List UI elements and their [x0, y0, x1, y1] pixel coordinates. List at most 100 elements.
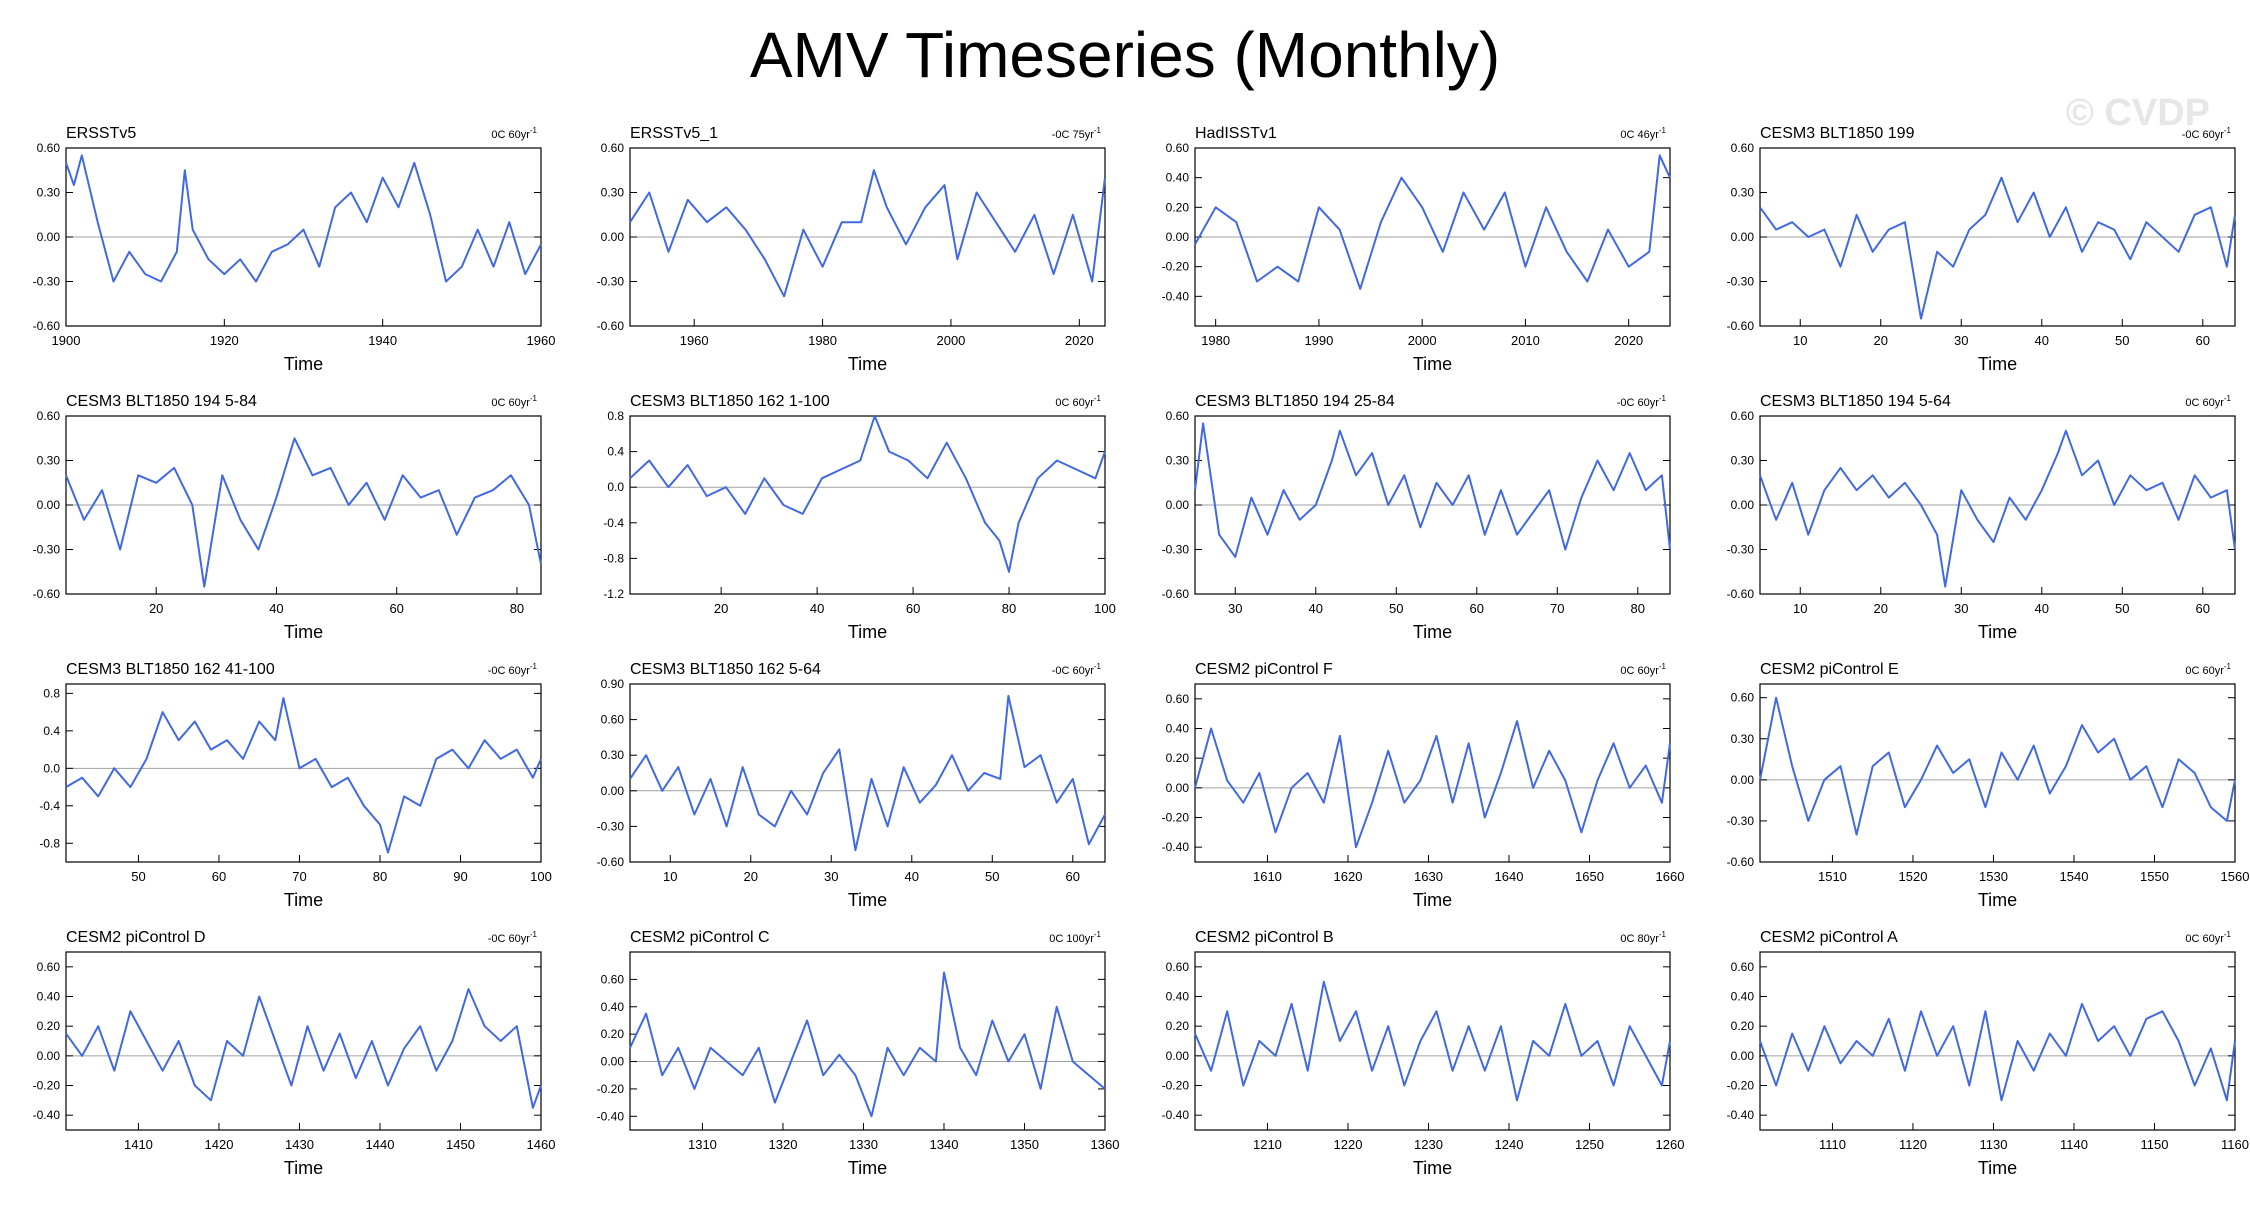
x-tick-label: 40 [2035, 601, 2049, 616]
series-line [1759, 696, 2236, 836]
plot-frame [65, 951, 542, 1131]
y-tick-label: -0.8 [603, 551, 624, 565]
x-axis-label: Time [1413, 622, 1452, 642]
y-tick-label: -0.60 [597, 319, 625, 333]
y-tick-label: 0.60 [1731, 141, 1755, 155]
y-tick-label: 0.60 [1731, 409, 1755, 423]
chart-panel-15: CESM2 piControl B 0C 80yr-1 -0.40 -0.20 0.00… [1162, 929, 1685, 1178]
x-tick-label: 1330 [849, 1137, 878, 1152]
chart-title: ERSSTv5_1 [630, 125, 718, 142]
y-tick-label: -0.20 [1162, 1079, 1190, 1093]
x-tick-label: 40 [269, 601, 283, 616]
series-line [1194, 422, 1671, 558]
chart-panel-2: ERSSTv5_1 -0C 75yr-1 -0.60 -0.30 0.00 0.30 0.6… [597, 125, 1106, 374]
chart-panel-9: CESM3 BLT1850 162 41-100 -0C 60yr-1 -0.8 -0… [39, 661, 552, 910]
y-tick-label: 0.90 [601, 677, 625, 691]
y-tick-label: 0.60 [601, 141, 625, 155]
y-tick-label: 0.00 [37, 230, 61, 244]
y-tick-label: -0.30 [33, 543, 61, 557]
x-tick-label: 1540 [2060, 869, 2089, 884]
y-tick-label: -0.40 [597, 1109, 625, 1123]
trend-label-superscript: -1 [1094, 662, 1102, 671]
x-tick-label: 80 [373, 869, 387, 884]
chart-panel-8: CESM3 BLT1850 194 5-64 0C 60yr-1 -0.60 -0.3… [1727, 393, 2236, 642]
y-tick-label: -0.60 [1727, 319, 1755, 333]
y-tick-label: 0.20 [1731, 1019, 1755, 1033]
x-tick-label: 50 [131, 869, 145, 884]
y-tick-label: 0.00 [1731, 498, 1755, 512]
x-tick-label: 70 [292, 869, 306, 884]
y-tick-label: -0.60 [1727, 855, 1755, 869]
x-tick-label: 40 [2035, 333, 2049, 348]
y-tick-label: 0.60 [1166, 141, 1190, 155]
y-tick-label: -0.40 [1162, 840, 1190, 854]
x-tick-label: 1620 [1334, 869, 1363, 884]
x-axis-label: Time [1978, 354, 2017, 374]
y-tick-label: -0.60 [1162, 587, 1190, 601]
y-tick-label: 0.40 [1166, 722, 1190, 736]
y-tick-label: 0.4 [607, 445, 624, 459]
y-tick-label: 0.00 [1166, 781, 1190, 795]
x-tick-label: 1230 [1414, 1137, 1443, 1152]
x-tick-label: 20 [744, 869, 758, 884]
x-tick-label: 60 [1066, 869, 1080, 884]
x-tick-label: 40 [810, 601, 824, 616]
x-tick-label: 50 [2115, 601, 2129, 616]
x-tick-label: 40 [1309, 601, 1323, 616]
x-tick-label: 1900 [52, 333, 81, 348]
y-tick-label: 0.00 [1166, 230, 1190, 244]
x-tick-label: 2000 [936, 333, 965, 348]
chart-title: CESM2 piControl F [1195, 661, 1333, 678]
chart-title: ERSSTv5 [66, 125, 136, 142]
y-tick-label: 0.00 [1166, 1049, 1190, 1063]
trend-label: -0C 75yr-1 [1052, 126, 1102, 141]
x-tick-label: 50 [2115, 333, 2129, 348]
y-tick-label: -0.20 [1727, 1079, 1755, 1093]
x-axis-label: Time [1413, 1158, 1452, 1178]
x-tick-label: 1520 [1899, 869, 1928, 884]
y-tick-label: -0.40 [1162, 1108, 1190, 1122]
chart-panel-3: HadISSTv1 0C 46yr-1 -0.40 -0.20 0.00 0.20 0.40… [1162, 125, 1671, 374]
y-tick-label: -0.20 [1162, 811, 1190, 825]
trend-label-superscript: -1 [2224, 126, 2232, 135]
y-tick-label: -0.30 [1727, 814, 1755, 828]
watermark: © CVDP [2065, 92, 2210, 134]
x-tick-label: 1120 [1899, 1137, 1927, 1152]
x-tick-label: 1530 [1979, 869, 2008, 884]
y-tick-label: 0.00 [1166, 498, 1190, 512]
y-tick-label: 0.00 [1731, 773, 1755, 787]
trend-label-superscript: -1 [2224, 662, 2232, 671]
y-tick-label: 0.60 [1166, 960, 1190, 974]
series-line [629, 415, 1106, 573]
x-tick-label: 2010 [1511, 333, 1540, 348]
chart-title: CESM2 piControl A [1760, 929, 1898, 946]
y-tick-label: 0.60 [37, 141, 61, 155]
x-tick-label: 60 [906, 601, 920, 616]
x-tick-label: 90 [453, 869, 467, 884]
x-tick-label: 1630 [1414, 869, 1443, 884]
trend-label: 0C 60yr-1 [491, 394, 537, 409]
y-tick-label: 0.0 [43, 761, 60, 775]
y-tick-label: -0.30 [597, 275, 625, 289]
y-tick-label: -0.20 [597, 1082, 625, 1096]
chart-title: CESM3 BLT1850 162 41-100 [66, 661, 275, 678]
chart-panel-5: CESM3 BLT1850 194 5-84 0C 60yr-1 -0.60 -0.3… [33, 393, 542, 642]
chart-panel-7: CESM3 BLT1850 194 25-84 -0C 60yr-1 -0.60 -0… [1162, 393, 1671, 642]
chart-panel-1: ERSSTv5 0C 60yr-1 -0.60 -0.30 0.00 0.30 0.60 19… [33, 125, 556, 374]
x-tick-label: 10 [1793, 333, 1807, 348]
x-tick-label: 1610 [1253, 869, 1282, 884]
chart-panel-4: CESM3 BLT1850 199 -0C 60yr-1 -0.60 -0.30 0.0… [1727, 125, 2236, 374]
trend-label: -0C 60yr-1 [488, 662, 538, 677]
y-tick-label: -1.2 [603, 587, 624, 601]
trend-label-superscript: -1 [1659, 126, 1667, 135]
y-tick-label: 0.30 [1731, 454, 1755, 468]
series-line [1759, 1002, 2236, 1102]
chart-title: CESM3 BLT1850 199 [1760, 125, 1915, 142]
x-tick-label: 1940 [368, 333, 397, 348]
y-tick-label: -0.60 [33, 319, 61, 333]
chart-title: CESM3 BLT1850 162 5-64 [630, 661, 821, 678]
y-tick-label: 0.4 [43, 724, 60, 738]
series-line [65, 697, 542, 854]
x-tick-label: 1340 [930, 1137, 959, 1152]
